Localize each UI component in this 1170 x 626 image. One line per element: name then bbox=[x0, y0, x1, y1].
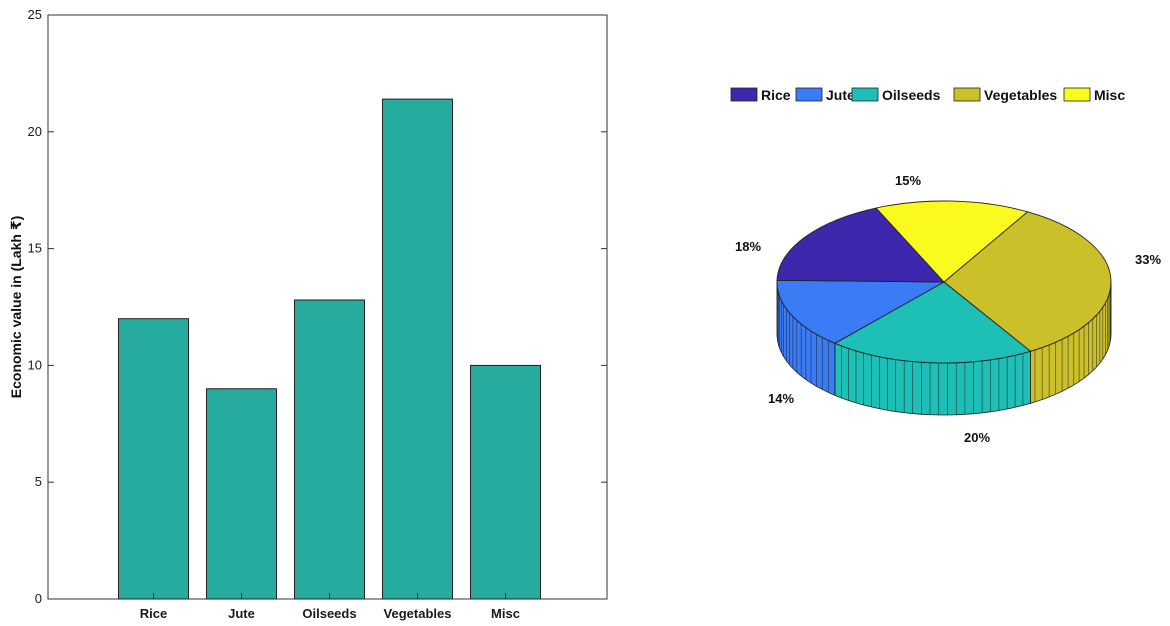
x-tick-label: Misc bbox=[491, 606, 520, 621]
legend-swatch-rice bbox=[730, 87, 758, 102]
pie-percent-vegetables: 33% bbox=[1135, 252, 1161, 267]
legend-label-jute: Jute bbox=[826, 87, 855, 103]
bar-oilseeds bbox=[294, 299, 365, 600]
legend-swatch-jute bbox=[795, 87, 823, 102]
legend: Rice Jute Oilseeds Vegetables Misc bbox=[730, 87, 1125, 103]
y-axis-label: Economic value in (Lakh ₹) bbox=[8, 216, 24, 398]
y-tick-label: 25 bbox=[28, 7, 42, 22]
legend-swatch-misc bbox=[1063, 87, 1091, 102]
y-tick-label: 15 bbox=[28, 241, 42, 256]
pie-top-slices bbox=[776, 200, 1112, 364]
y-tick-label: 10 bbox=[28, 357, 42, 372]
pie-percent-jute: 14% bbox=[768, 391, 794, 406]
x-tick-label: Jute bbox=[228, 606, 255, 621]
legend-label-vegetables: Vegetables bbox=[984, 87, 1057, 103]
y-tick-label: 0 bbox=[35, 591, 42, 606]
pie-percent-labels: 18% 14% 20% 33% 15% bbox=[735, 173, 1161, 445]
legend-swatch-oilseeds bbox=[851, 87, 879, 102]
bar-misc bbox=[470, 364, 541, 600]
x-axis: Rice Jute Oilseeds Vegetables Misc bbox=[140, 593, 520, 621]
legend-label-misc: Misc bbox=[1094, 87, 1125, 103]
x-tick-label: Oilseeds bbox=[302, 606, 356, 621]
x-tick-label: Vegetables bbox=[384, 606, 452, 621]
bar-rice bbox=[118, 318, 189, 600]
y-tick-label: 5 bbox=[35, 474, 42, 489]
bars bbox=[118, 98, 541, 600]
y-tick-label: 20 bbox=[28, 124, 42, 139]
legend-label-oilseeds: Oilseeds bbox=[882, 87, 941, 103]
x-tick-label: Rice bbox=[140, 606, 167, 621]
pie-percent-misc: 15% bbox=[895, 173, 921, 188]
legend-label-rice: Rice bbox=[761, 87, 791, 103]
pie-slice-oilseeds bbox=[833, 281, 1032, 364]
pie-slice-misc bbox=[875, 200, 1029, 283]
pie-slice-jute bbox=[776, 279, 946, 344]
pie-slice-vegetables bbox=[943, 211, 1112, 352]
pie-chart: Rice Jute Oilseeds Vegetables Misc 18% 14% 20%… bbox=[730, 87, 1161, 445]
pie-slice-rice bbox=[776, 207, 946, 283]
bar-vegetables bbox=[382, 98, 453, 600]
pie-percent-oilseeds: 20% bbox=[964, 430, 990, 445]
pie-percent-rice: 18% bbox=[735, 239, 761, 254]
bar-jute bbox=[206, 388, 277, 600]
legend-swatch-vegetables bbox=[953, 87, 981, 102]
bar-chart: 0 5 10 15 20 25 Rice Jute Oilseeds Vegetables Mis… bbox=[8, 7, 608, 621]
y-axis: 0 5 10 15 20 25 bbox=[28, 7, 607, 606]
